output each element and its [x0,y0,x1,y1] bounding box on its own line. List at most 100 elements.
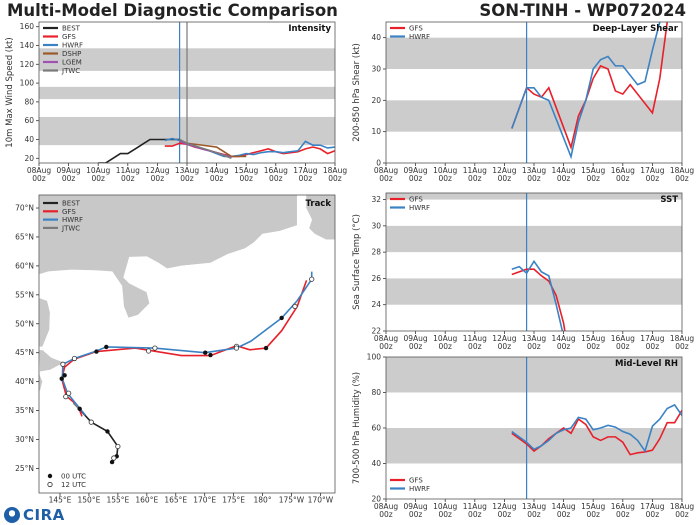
lon-tick-label: 180° [254,496,272,505]
deep-layer-shear-xtick-hour: 00z [557,174,571,183]
intensity-ylabel: 10m Max Wind Speed (kt) [5,37,15,147]
intensity-legend-label: GFS [62,33,76,41]
mid-level-rh-ylabel: 700-500 hPa Humidity (%) [352,372,362,484]
lat-tick-label: 70°N [15,204,34,213]
intensity-series-jtwc [179,138,232,160]
sst-ytick-label: 26 [371,274,381,283]
land-polygon [39,297,51,348]
deep-layer-shear-xtick-hour: 00z [527,174,541,183]
lon-tick-label: 170°E [193,496,216,505]
legend-12utc-label: 12 UTC [61,481,86,489]
mid-level-rh-xtick-date: 16Aug [611,502,635,511]
intensity-legend-label: LGEM [62,59,82,67]
sst-band [386,193,682,200]
intensity-ytick-label: 160 [20,22,35,31]
mid-level-rh-panel-title: Mid-Level RH [615,359,678,369]
deep-layer-shear-xtick-hour: 00z [586,174,600,183]
deep-layer-shear-xtick-date: 10Aug [433,166,457,175]
intensity-legend-label: DSHP [62,50,81,58]
sst-ytick-label: 32 [371,195,381,204]
legend-00utc-label: 00 UTC [61,473,86,481]
deep-layer-shear-xtick-hour: 00z [438,174,452,183]
mid-level-rh-series-hwrf [511,403,682,453]
intensity-xtick-hour: 00z [210,174,224,183]
mid-level-rh-xtick-hour: 00z [557,510,571,519]
sst-legend-label: GFS [409,196,423,204]
intensity-xtick-hour: 00z [269,174,283,183]
mid-level-rh-ytick-label: 100 [367,353,382,362]
intensity-legend-label: JTWC [61,67,80,75]
noaa-seal-icon [4,507,20,523]
sst-band [386,278,682,305]
mid-level-rh-xtick-date: 15Aug [581,502,605,511]
sst-xtick-date: 11Aug [463,334,487,343]
mid-level-rh-xtick-date: 08Aug [374,502,398,511]
lat-tick-label: 25°N [15,464,34,473]
deep-layer-shear-xtick-date: 09Aug [403,166,427,175]
storm-title: SON-TINH - WP072024 [479,1,686,20]
track-map-area [39,195,335,465]
track-legend-label: JTWC [61,224,80,232]
sst-frame [385,192,683,332]
intensity-ytick-label: 100 [20,79,35,88]
track-marker-12utc [63,394,69,400]
deep-layer-shear-band [386,37,682,69]
legend-12utc-marker [47,481,53,488]
mid-level-rh-xtick-date: 10Aug [433,502,457,511]
deep-layer-shear-xtick-date: 13Aug [522,166,546,175]
track-marker-12utc [111,455,117,461]
intensity-xtick-date: 09Aug [56,166,80,175]
lat-tick-label: 65°N [15,232,34,241]
deep-layer-shear-panel-title: Deep-Layer Shear [593,24,679,34]
lon-tick-label: 145°E [49,496,72,505]
mid-level-rh-band [386,357,682,393]
track-marker-12utc [309,276,315,282]
sst-xtick-hour: 00z [586,342,600,351]
deep-layer-shear-xtick-hour: 00z [409,174,423,183]
deep-layer-shear-ytick-label: 10 [371,127,381,136]
page-title: Multi-Model Diagnostic Comparison [7,1,338,20]
intensity-xtick-date: 12Aug [145,166,169,175]
sst-xtick-hour: 00z [675,342,689,351]
sst-xtick-hour: 00z [616,342,630,351]
sst-series-hwrf [511,259,564,331]
deep-layer-shear-xtick-hour: 00z [379,174,393,183]
sst-xtick-hour: 00z [409,342,423,351]
mid-level-rh-xtick-date: 17Aug [640,502,664,511]
sst-xtick-date: 15Aug [581,334,605,343]
deep-layer-shear-xtick-date: 16Aug [611,166,635,175]
sst-xtick-date: 13Aug [522,334,546,343]
deep-layer-shear-series-hwrf [511,22,661,160]
deep-layer-shear-legend-label: HWRF [409,33,430,41]
mid-level-rh-xtick-hour: 00z [586,510,600,519]
mid-level-rh-band [386,428,682,464]
sst-ytick-label: 28 [371,248,381,257]
deep-layer-shear-ytick-label: 0 [376,159,381,168]
track-marker-00utc [263,345,269,351]
intensity-xtick-hour: 00z [180,174,194,183]
track-marker-00utc [279,315,284,321]
track-best [78,408,119,463]
track-marker-00utc [59,376,64,381]
sst-xtick-date: 09Aug [403,334,427,343]
sst-xtick-date: 16Aug [611,334,635,343]
intensity-ytick-label: 120 [20,60,35,69]
track-hwrf [61,271,313,416]
track-panel-title: Track [306,199,332,209]
sst-series-gfs [511,268,566,331]
intensity-panel-title: Intensity [288,24,331,34]
deep-layer-shear-ytick-label: 40 [371,33,381,42]
mid-level-rh-ytick-label: 20 [371,495,381,504]
sst-ytick-label: 22 [371,327,381,336]
sst-xtick-date: 14Aug [551,334,575,343]
lat-tick-label: 40°N [15,377,34,386]
sst-panel-title: SST [660,195,678,205]
track-marker-12utc [71,355,78,362]
sst-xtick-hour: 00z [646,342,660,351]
land-polygon [305,195,335,241]
deep-layer-shear-xtick-date: 08Aug [374,166,398,175]
intensity-xtick-hour: 00z [151,174,165,183]
mid-level-rh-xtick-date: 18Aug [670,502,694,511]
sst-xtick-hour: 00z [527,342,541,351]
